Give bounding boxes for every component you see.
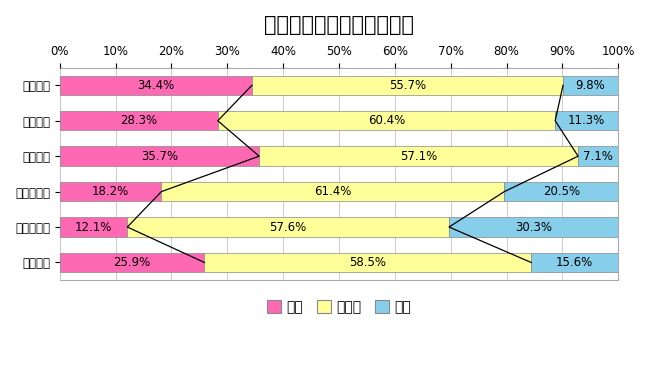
Text: 61.4%: 61.4% (314, 185, 352, 198)
Bar (127, 217, 449, 237)
Text: 9.8%: 9.8% (575, 79, 605, 92)
Text: 20.5%: 20.5% (543, 185, 580, 198)
Bar (218, 111, 555, 131)
Bar (504, 182, 619, 201)
Text: 58.5%: 58.5% (349, 256, 386, 269)
Text: 11.3%: 11.3% (568, 114, 605, 127)
Bar (555, 111, 618, 131)
Text: 60.4%: 60.4% (368, 114, 405, 127)
Text: 30.3%: 30.3% (515, 220, 552, 233)
Text: 57.1%: 57.1% (400, 150, 437, 163)
Text: 34.4%: 34.4% (137, 79, 174, 92)
Bar (204, 253, 531, 272)
Text: 57.6%: 57.6% (270, 220, 307, 233)
Bar (578, 146, 618, 166)
Bar (60, 182, 161, 201)
Text: 18.2%: 18.2% (92, 185, 129, 198)
Bar (60, 76, 252, 95)
Bar (60, 253, 204, 272)
Bar (252, 76, 563, 95)
Bar (161, 182, 504, 201)
Bar (259, 146, 578, 166)
Title: 地価動向（半年前～現在）: 地価動向（半年前～現在） (264, 15, 414, 35)
Bar (60, 146, 259, 166)
Legend: 上昇, 横ばい, 下落: 上昇, 横ばい, 下落 (261, 295, 417, 320)
Text: 35.7%: 35.7% (141, 150, 178, 163)
Bar (563, 76, 618, 95)
Text: 55.7%: 55.7% (389, 79, 426, 92)
Bar (60, 217, 127, 237)
Text: 25.9%: 25.9% (114, 256, 151, 269)
Bar (449, 217, 618, 237)
Bar (531, 253, 618, 272)
Text: 12.1%: 12.1% (75, 220, 112, 233)
Bar (60, 111, 218, 131)
Text: 15.6%: 15.6% (556, 256, 593, 269)
Text: 7.1%: 7.1% (583, 150, 613, 163)
Text: 28.3%: 28.3% (120, 114, 157, 127)
